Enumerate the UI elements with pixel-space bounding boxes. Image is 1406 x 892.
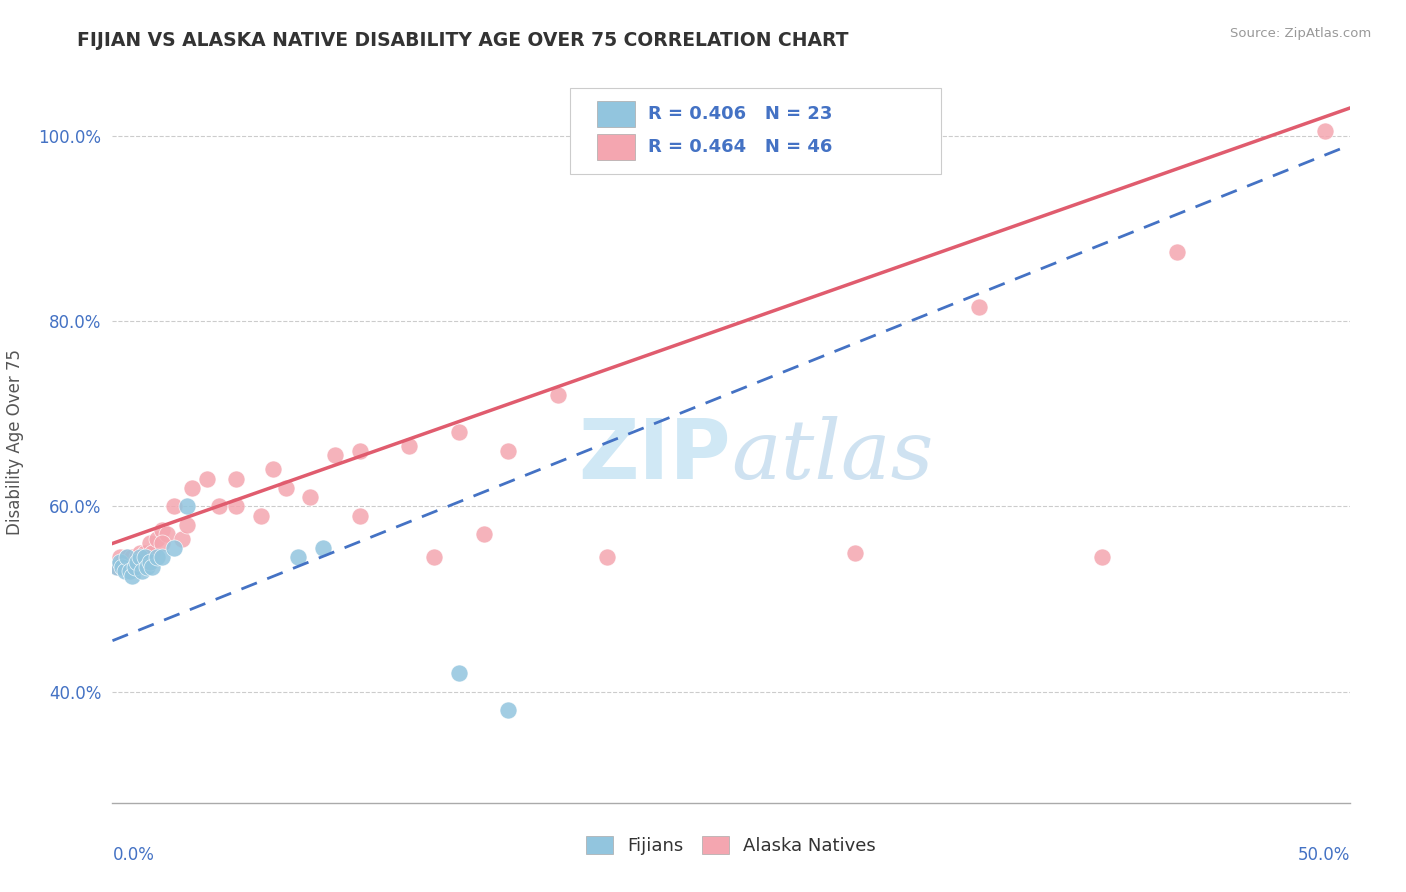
Point	[472, 527, 495, 541]
Point	[176, 517, 198, 532]
Point	[138, 555, 160, 569]
Point	[250, 508, 273, 523]
Point	[423, 550, 446, 565]
Point	[967, 300, 990, 314]
Point	[111, 555, 134, 569]
Point	[1166, 244, 1188, 259]
Point	[150, 536, 173, 550]
Point	[349, 508, 371, 523]
Point	[498, 703, 520, 717]
Point	[128, 546, 150, 560]
Point	[398, 439, 420, 453]
Point	[127, 555, 149, 569]
Text: atlas: atlas	[731, 416, 934, 496]
Point	[274, 481, 297, 495]
Point	[170, 532, 193, 546]
Point	[107, 559, 129, 574]
Point	[107, 559, 129, 574]
Point	[114, 564, 136, 578]
Point	[349, 443, 371, 458]
Point	[844, 546, 866, 560]
Text: 50.0%: 50.0%	[1298, 847, 1350, 864]
Point	[208, 500, 231, 514]
Point	[225, 472, 247, 486]
Point	[180, 481, 202, 495]
FancyBboxPatch shape	[571, 87, 942, 174]
Text: 0.0%: 0.0%	[112, 847, 155, 864]
Point	[141, 559, 163, 574]
Point	[176, 500, 198, 514]
Point	[447, 666, 470, 681]
Point	[121, 550, 143, 565]
Point	[111, 559, 134, 574]
Point	[124, 559, 146, 574]
Point	[323, 449, 346, 463]
Point	[299, 490, 322, 504]
Point	[262, 462, 284, 476]
Point	[118, 564, 141, 578]
Point	[150, 550, 173, 565]
Point	[287, 550, 309, 565]
Point	[134, 550, 156, 565]
Point	[114, 559, 136, 574]
Y-axis label: Disability Age Over 75: Disability Age Over 75	[7, 349, 24, 534]
Point	[547, 388, 569, 402]
Text: ZIP: ZIP	[579, 416, 731, 497]
Point	[134, 546, 156, 560]
Point	[498, 443, 520, 458]
Point	[121, 569, 143, 583]
Point	[124, 559, 146, 574]
Point	[127, 550, 149, 565]
Point	[163, 541, 186, 555]
Point	[146, 550, 169, 565]
Point	[131, 555, 153, 569]
Point	[138, 536, 160, 550]
Text: Source: ZipAtlas.com: Source: ZipAtlas.com	[1230, 27, 1371, 40]
Point	[1091, 550, 1114, 565]
Point	[108, 550, 131, 565]
Legend: Fijians, Alaska Natives: Fijians, Alaska Natives	[579, 829, 883, 863]
Point	[136, 550, 159, 565]
Point	[117, 550, 139, 565]
Point	[131, 564, 153, 578]
Point	[141, 546, 163, 560]
Point	[156, 527, 179, 541]
Point	[128, 550, 150, 565]
Point	[225, 500, 247, 514]
FancyBboxPatch shape	[598, 134, 634, 160]
Text: R = 0.464   N = 46: R = 0.464 N = 46	[648, 137, 832, 156]
Point	[195, 472, 218, 486]
Point	[117, 550, 139, 565]
Point	[136, 559, 159, 574]
Point	[118, 559, 141, 574]
Point	[108, 555, 131, 569]
Point	[150, 523, 173, 537]
Point	[1313, 124, 1336, 138]
FancyBboxPatch shape	[598, 101, 634, 128]
Point	[163, 500, 186, 514]
Point	[312, 541, 335, 555]
Text: R = 0.406   N = 23: R = 0.406 N = 23	[648, 105, 832, 123]
Point	[447, 425, 470, 440]
Text: FIJIAN VS ALASKA NATIVE DISABILITY AGE OVER 75 CORRELATION CHART: FIJIAN VS ALASKA NATIVE DISABILITY AGE O…	[77, 31, 849, 50]
Point	[596, 550, 619, 565]
Point	[146, 532, 169, 546]
